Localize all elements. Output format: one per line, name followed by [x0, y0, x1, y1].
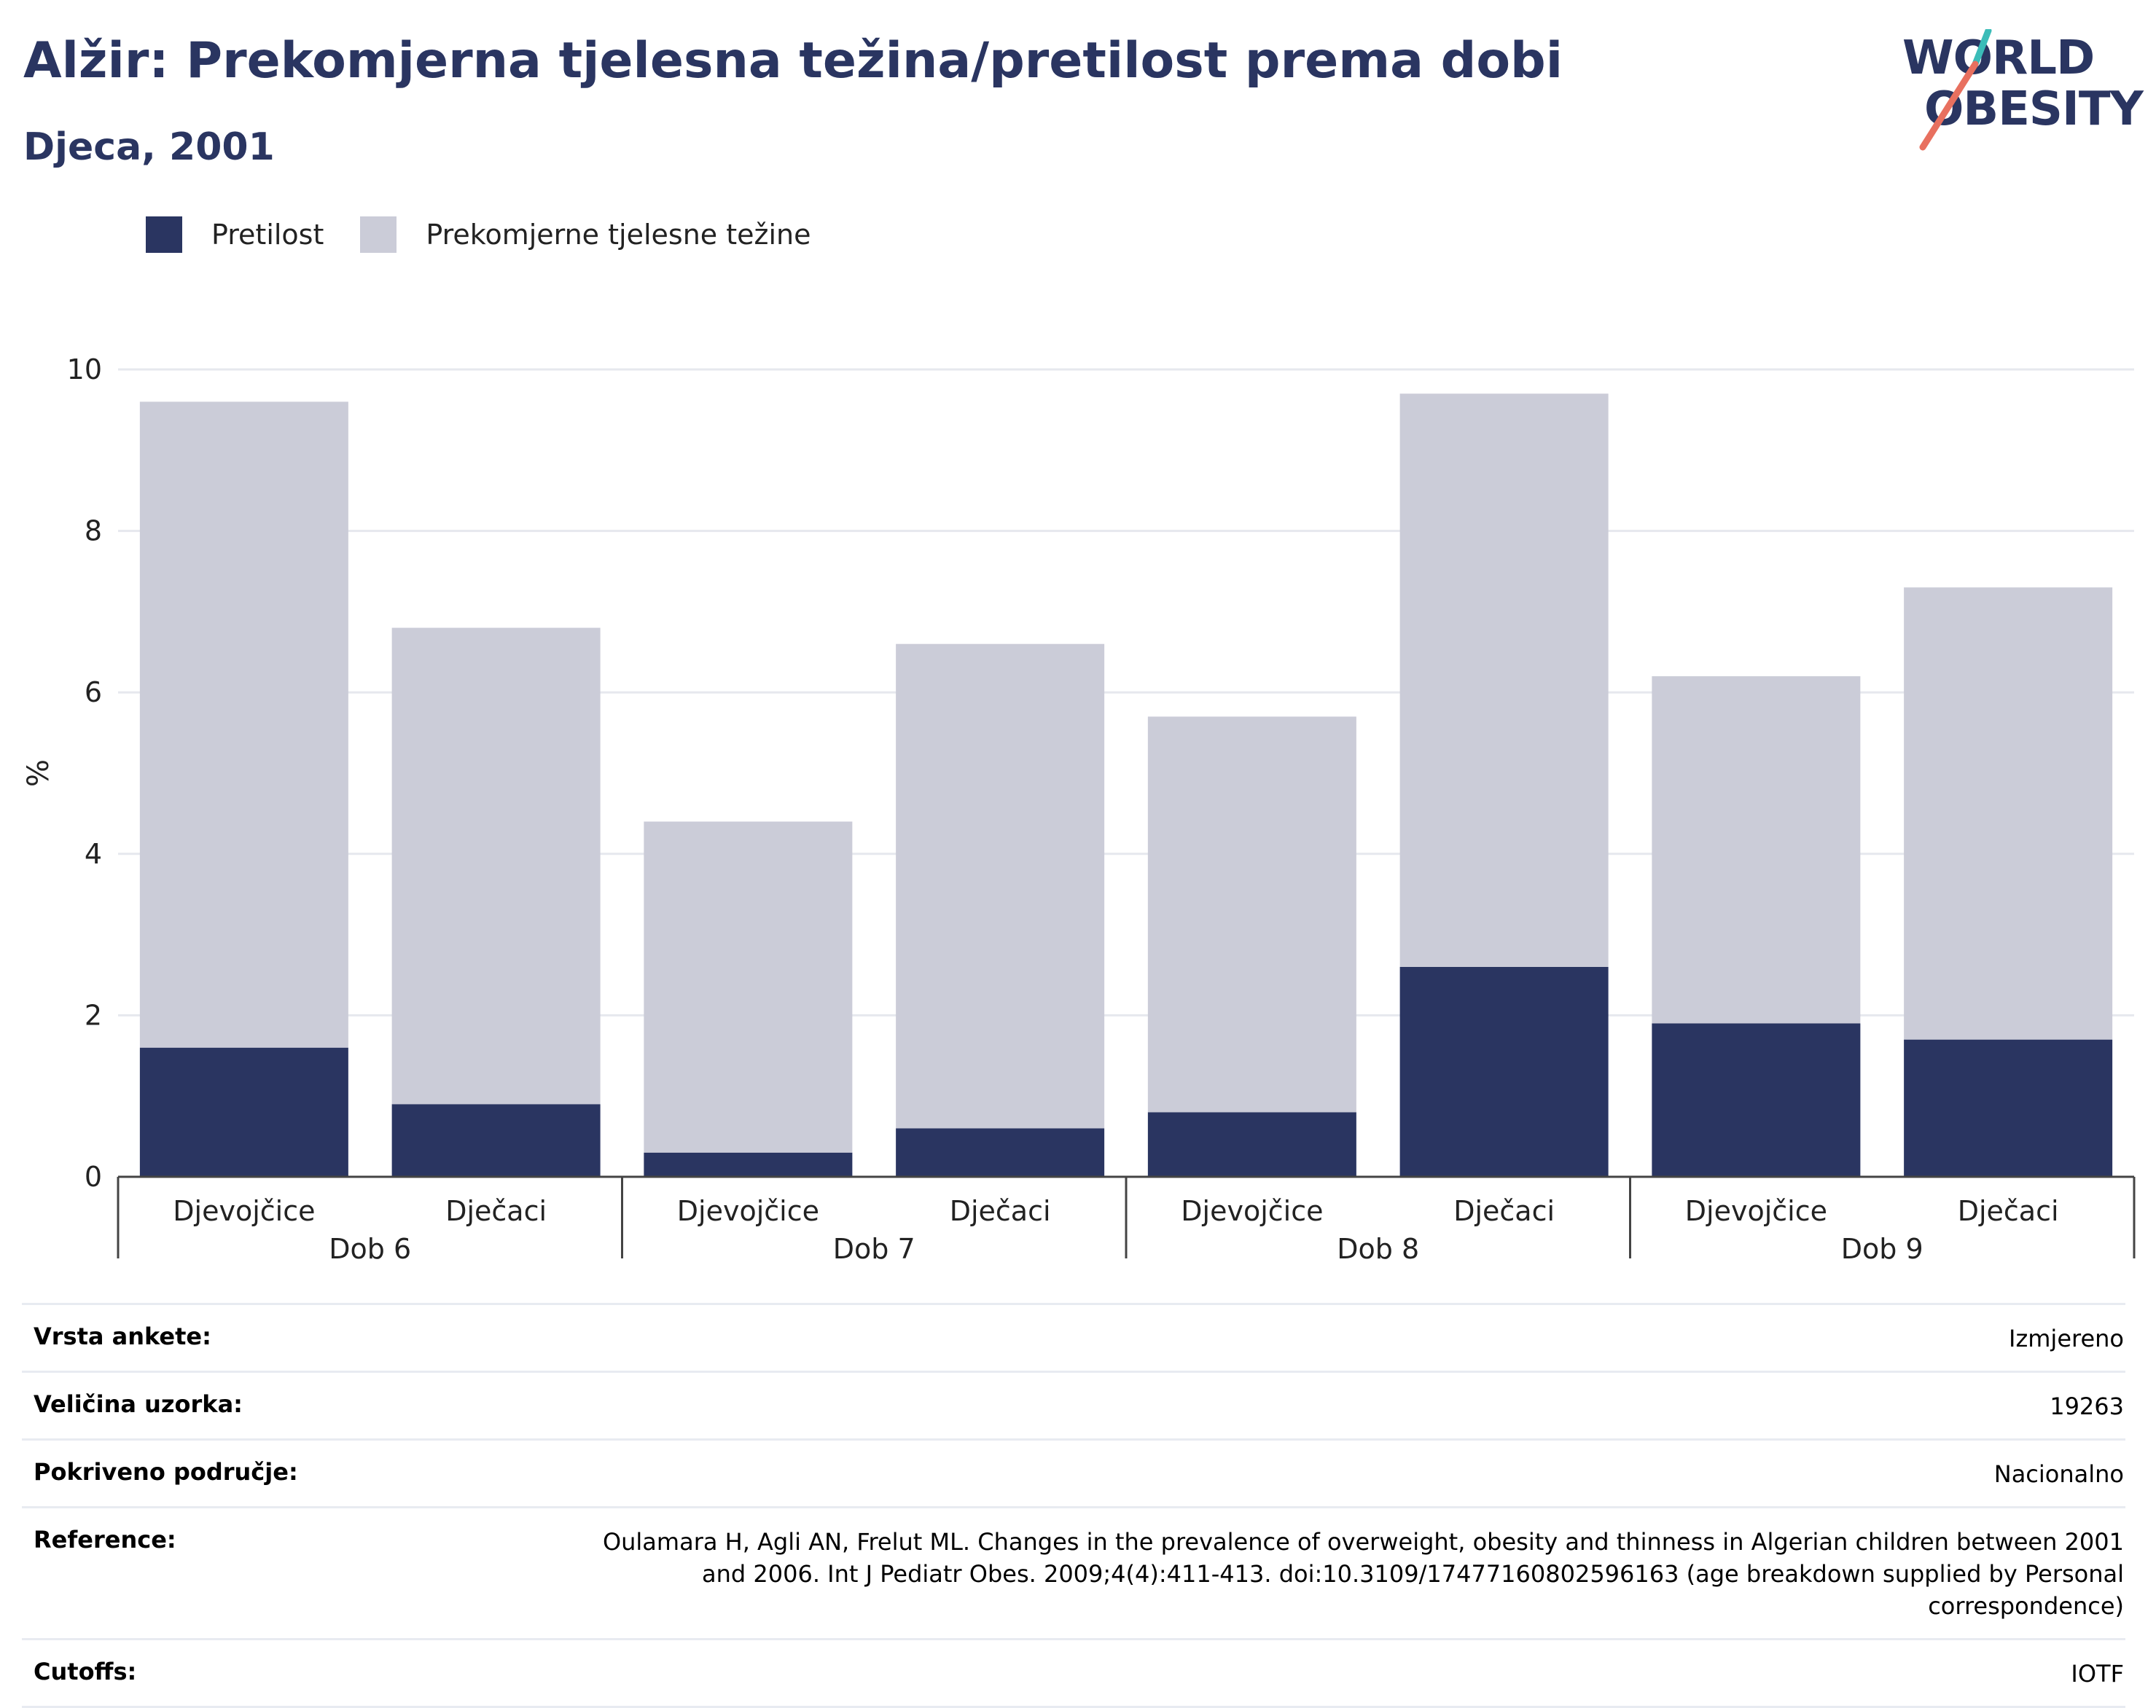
logo-line-2: OBESITY [1924, 82, 2144, 136]
group-label: Dob 6 [329, 1233, 411, 1265]
x-tick-label: Dječaci [950, 1195, 1051, 1227]
bar-obesity [1652, 1023, 1861, 1177]
legend-label-overweight: Prekomjerne tjelesne težine [426, 219, 811, 251]
bar-obesity [1147, 1112, 1356, 1177]
legend-swatch-overweight [360, 216, 397, 253]
legend-label-obesity: Pretilost [211, 219, 324, 251]
legend-item-obesity[interactable]: Pretilost [146, 216, 324, 253]
bar-obesity [896, 1128, 1105, 1177]
group-label: Dob 9 [1841, 1233, 1923, 1265]
info-value: 19263 [2050, 1392, 2124, 1420]
legend: Pretilost Prekomjerne tjelesne težine [146, 216, 848, 254]
bar-obesity [391, 1104, 601, 1177]
y-tick-label: 0 [85, 1161, 102, 1193]
y-tick-label: 2 [85, 999, 102, 1031]
bar-chart: 0 2 4 6 8 10% Djevojčice Dječaci Djevojčice Dječa… [22, 353, 2136, 1265]
info-row-reference: Reference: Oulamara H, Agli AN, Frelut M… [22, 1506, 2125, 1638]
bar-obesity [139, 1047, 348, 1177]
bar-overweight [896, 643, 1105, 1129]
group-label: Dob 8 [1337, 1233, 1419, 1265]
y-tick-label: 8 [85, 515, 102, 547]
info-row-sample-size: Veličina uzorka: 19263 [22, 1371, 2125, 1438]
world-obesity-logo: WORLD OBESITY [1902, 29, 2144, 153]
info-value: IOTF [2071, 1660, 2124, 1688]
info-key: Vrsta ankete: [34, 1323, 211, 1350]
bar-overweight [139, 401, 348, 1048]
survey-info-table: Vrsta ankete: Izmjereno Veličina uzorka:… [22, 1303, 2125, 1708]
bar-overweight [391, 627, 601, 1105]
y-tick-label: 10 [67, 353, 102, 385]
info-value: Oulamara H, Agli AN, Frelut ML. Changes … [602, 1528, 2124, 1620]
info-key: Reference: [34, 1526, 176, 1554]
info-row-survey-type: Vrsta ankete: Izmjereno [22, 1303, 2125, 1371]
y-tick-label: 4 [85, 838, 102, 870]
chart-subtitle: Djeca, 2001 [23, 125, 275, 169]
x-tick-label: Djevojčice [677, 1195, 819, 1227]
y-tick-label: 6 [85, 676, 102, 708]
x-tick-label: Djevojčice [173, 1195, 315, 1227]
info-key: Veličina uzorka: [34, 1390, 243, 1418]
bar-obesity [1399, 966, 1609, 1177]
x-tick-label: Dječaci [1453, 1195, 1555, 1227]
info-key: Pokriveno područje: [34, 1458, 298, 1486]
x-tick-label: Djevojčice [1181, 1195, 1323, 1227]
logo-line-1: WORLD [1902, 31, 2095, 85]
y-axis-label: % [22, 759, 55, 787]
info-value: Nacionalno [1993, 1460, 2124, 1488]
x-tick-label: Dječaci [1958, 1195, 2059, 1227]
bar-overweight [1904, 587, 2113, 1040]
bar-overweight [644, 821, 853, 1153]
bar-overweight [1399, 393, 1609, 967]
info-key: Cutoffs: [34, 1658, 137, 1685]
info-row-cutoffs: Cutoffs: IOTF [22, 1638, 2125, 1708]
chart-title: Alžir: Prekomjerna tjelesna težina/preti… [23, 32, 1563, 90]
x-tick-label: Dječaci [445, 1195, 547, 1227]
legend-swatch-obesity [146, 216, 182, 253]
bar-obesity [1904, 1039, 2113, 1177]
bar-overweight [1147, 716, 1356, 1113]
info-row-area-covered: Pokriveno područje: Nacionalno [22, 1438, 2125, 1506]
bar-overweight [1652, 676, 1861, 1024]
logo-slash-icon [1919, 29, 1992, 151]
group-label: Dob 7 [833, 1233, 915, 1265]
info-value: Izmjereno [2009, 1325, 2124, 1352]
x-tick-label: Djevojčice [1685, 1195, 1827, 1227]
legend-item-overweight[interactable]: Prekomjerne tjelesne težine [360, 216, 811, 253]
bar-obesity [644, 1152, 853, 1177]
